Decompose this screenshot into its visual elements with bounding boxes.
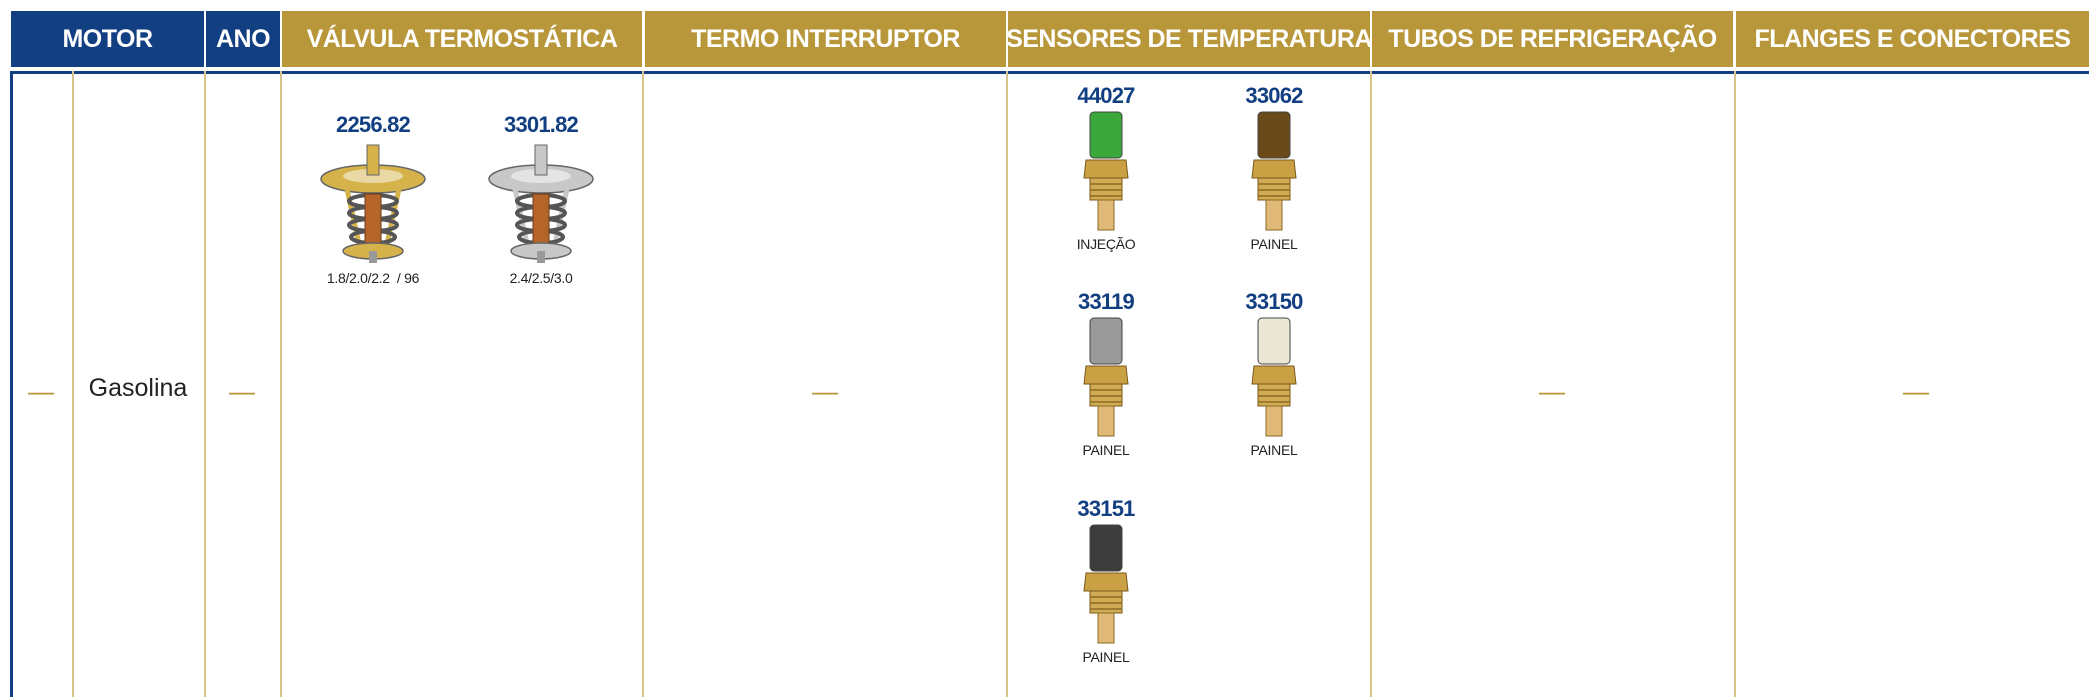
fuel-cell: Gasolina [88, 374, 188, 402]
part-code: 33150 [1245, 289, 1303, 314]
table-left-border [10, 71, 13, 697]
motor-cell: — [28, 376, 54, 406]
part-label: PAINEL [1250, 442, 1298, 458]
part-label: PAINEL [1082, 442, 1130, 458]
thermostat-image [313, 139, 433, 266]
part-item: 33119 PAINEL [1031, 288, 1181, 458]
column-divider [280, 71, 282, 697]
header-cell: FLANGES E CONECTORES [1736, 11, 2089, 67]
part-label: PAINEL [1082, 649, 1130, 665]
part-label: 2.4/2.5/3.0 [509, 270, 573, 286]
part-item: 44027 INJEÇÃO [1031, 82, 1181, 252]
sensor-image [1076, 316, 1136, 438]
header-rule [11, 71, 2089, 74]
part-item: 3301.82 2.4/2.5/3.0 [466, 111, 616, 286]
part-label: INJEÇÃO [1076, 236, 1136, 252]
column-divider [72, 71, 74, 697]
flanges-cell: — [1903, 376, 1929, 406]
header-cell: MOTOR [11, 11, 204, 67]
sensor-image [1076, 523, 1136, 645]
sensor-image [1244, 110, 1304, 232]
termo-cell: — [812, 376, 838, 406]
part-item: 33062 PAINEL [1199, 82, 1349, 252]
part-code: 33119 [1078, 289, 1135, 314]
column-divider [642, 71, 644, 697]
thermostat-image [481, 139, 601, 266]
sensor-image [1076, 110, 1136, 232]
part-item: 33151 PAINEL [1031, 495, 1181, 665]
part-code: 33151 [1077, 496, 1135, 521]
part-item: 2256.82 1.8/2.0/2.2 / 96 [298, 111, 448, 286]
header-cell: TUBOS DE REFRIGERAÇÃO [1372, 11, 1733, 67]
header-cell: SENSORES DE TEMPERATURA [1006, 11, 1372, 67]
part-label: 1.8/2.0/2.2 / 96 [326, 270, 420, 286]
header-cell: TERMO INTERRUPTOR [645, 11, 1006, 67]
column-divider [204, 71, 206, 697]
column-divider [1370, 71, 1372, 697]
tubos-cell: — [1539, 376, 1565, 406]
column-divider [1734, 71, 1736, 697]
part-item: 33150 PAINEL [1199, 288, 1349, 458]
part-code: 3301.82 [504, 112, 579, 137]
part-label: PAINEL [1250, 236, 1298, 252]
column-divider [1006, 71, 1008, 697]
part-code: 33062 [1245, 83, 1303, 108]
year-cell: — [229, 376, 255, 406]
header-cell: VÁLVULA TERMOSTÁTICA [282, 11, 642, 67]
header-cell: ANO [206, 11, 280, 67]
sensor-image [1244, 316, 1304, 438]
part-code: 44027 [1077, 83, 1135, 108]
part-code: 2256.82 [336, 112, 411, 137]
